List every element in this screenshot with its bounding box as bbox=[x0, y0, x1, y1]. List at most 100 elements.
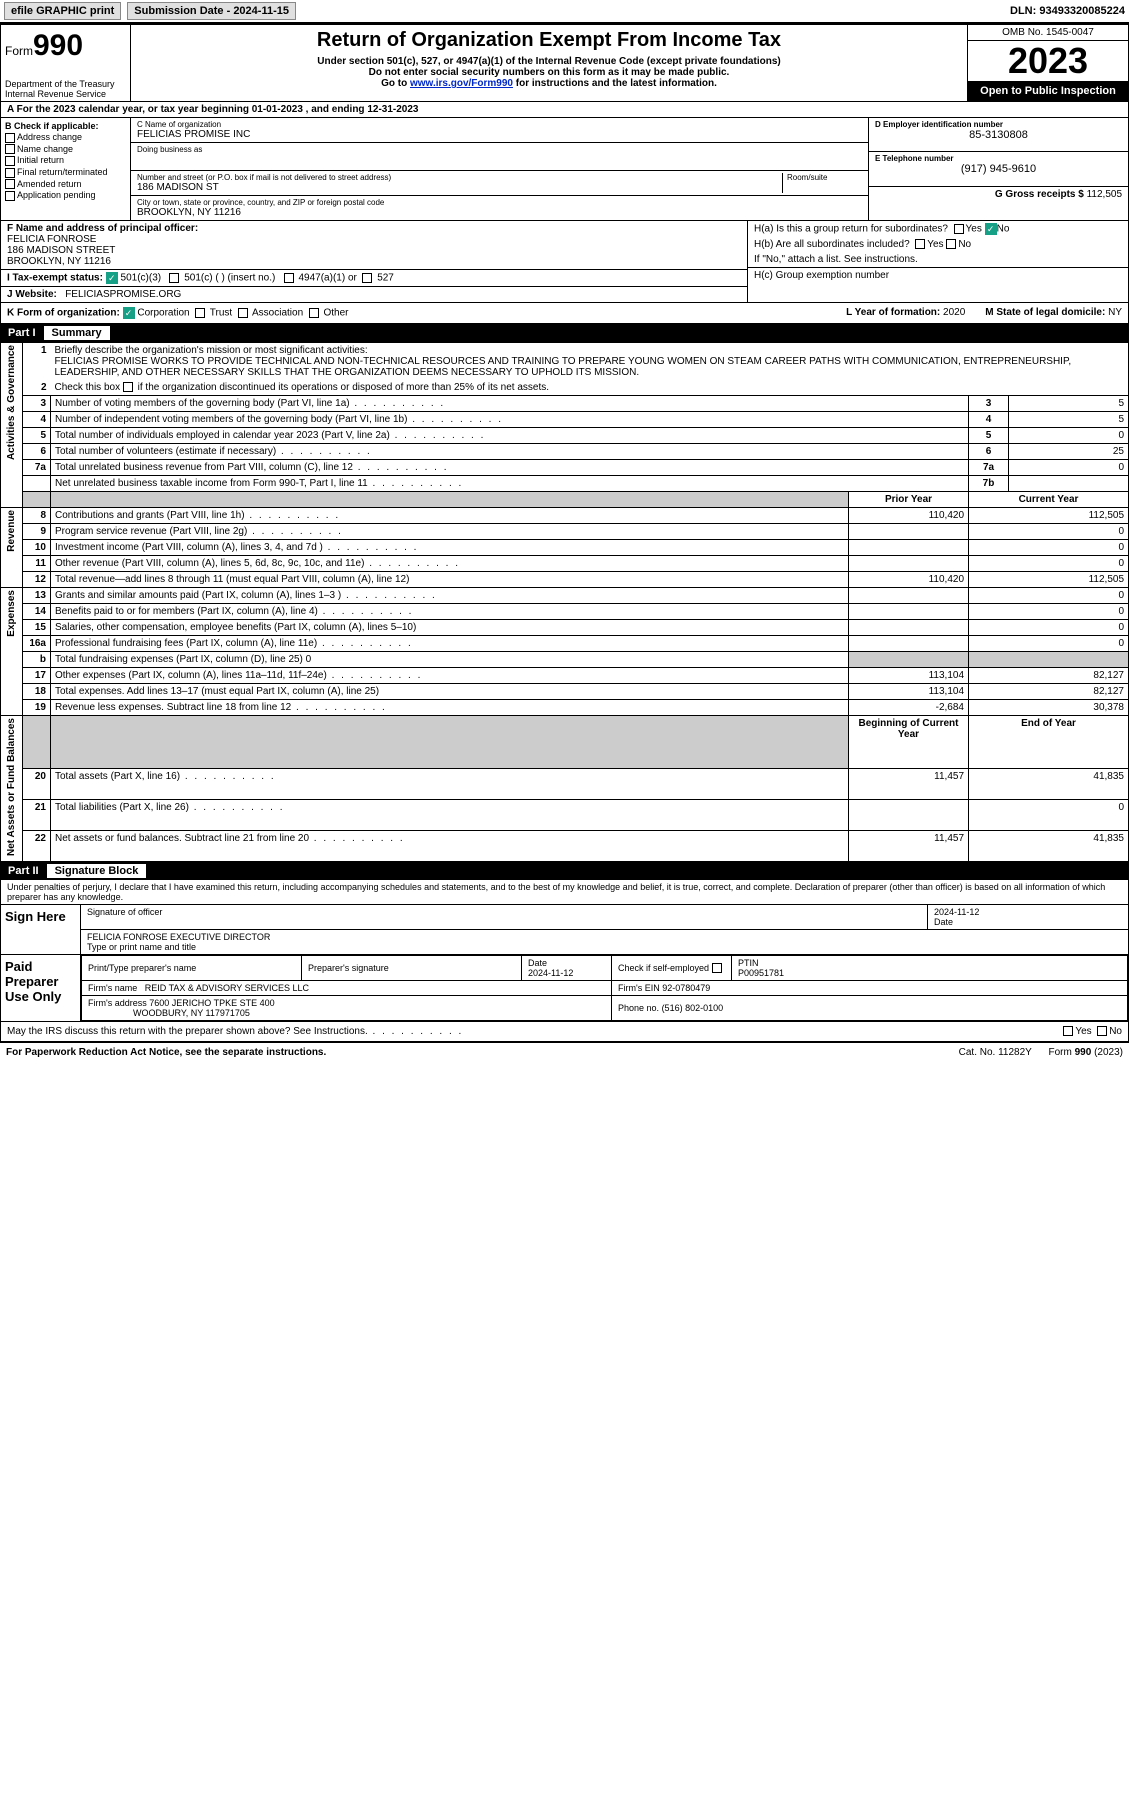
submission-date: Submission Date - 2024-11-15 bbox=[127, 2, 296, 20]
footer-left: For Paperwork Reduction Act Notice, see … bbox=[6, 1047, 326, 1058]
chk-trust[interactable] bbox=[195, 308, 205, 318]
ein: 85-3130808 bbox=[875, 129, 1122, 141]
row-k-l-m: K Form of organization: ✓ Corporation Tr… bbox=[0, 303, 1129, 324]
irs-link[interactable]: www.irs.gov/Form990 bbox=[410, 78, 513, 89]
city-state-zip: BROOKLYN, NY 11216 bbox=[137, 207, 862, 218]
open-inspection: Open to Public Inspection bbox=[968, 81, 1128, 101]
chk-assoc[interactable] bbox=[238, 308, 248, 318]
officer-name-title: FELICIA FONROSE EXECUTIVE DIRECTOR bbox=[87, 932, 1122, 942]
col-c: C Name of organization FELICIAS PROMISE … bbox=[131, 118, 868, 220]
sign-here-label: Sign Here bbox=[1, 905, 81, 954]
dln: DLN: 93493320085224 bbox=[1010, 5, 1125, 17]
chk-hb-yes[interactable] bbox=[915, 239, 925, 249]
dept-treasury: Department of the Treasury Internal Reve… bbox=[5, 79, 126, 99]
side-net-assets: Net Assets or Fund Balances bbox=[1, 716, 23, 862]
footer: For Paperwork Reduction Act Notice, see … bbox=[0, 1042, 1129, 1062]
officer-city: BROOKLYN, NY 11216 bbox=[7, 256, 111, 267]
val-6: 25 bbox=[1009, 444, 1129, 460]
paid-preparer-label: Paid Preparer Use Only bbox=[1, 955, 81, 1021]
tax-year: 2023 bbox=[968, 41, 1128, 81]
website: FELICIASPROMISE.ORG bbox=[65, 289, 181, 300]
i-label: I Tax-exempt status: bbox=[7, 273, 103, 284]
prep-name-label: Print/Type preparer's name bbox=[82, 956, 302, 981]
org-name: FELICIAS PROMISE INC bbox=[137, 129, 862, 140]
val-3: 5 bbox=[1009, 396, 1129, 412]
topbar: efile GRAPHIC print Submission Date - 20… bbox=[0, 0, 1129, 24]
state-domicile: NY bbox=[1108, 307, 1122, 318]
chk-name-change[interactable] bbox=[5, 144, 15, 154]
header: Form990 Department of the Treasury Inter… bbox=[0, 24, 1129, 102]
header-form-id: Form990 Department of the Treasury Inter… bbox=[1, 25, 131, 101]
subtitle-1: Under section 501(c), 527, or 4947(a)(1)… bbox=[137, 56, 961, 67]
line2: Check this box if the organization disco… bbox=[55, 382, 550, 393]
j-label: J Website: bbox=[7, 289, 57, 300]
hb-label: H(b) Are all subordinates included? bbox=[754, 239, 910, 250]
form-title: Return of Organization Exempt From Incom… bbox=[137, 29, 961, 52]
chk-discontinued[interactable] bbox=[123, 382, 133, 392]
chk-other[interactable] bbox=[309, 308, 319, 318]
b-label: B Check if applicable: bbox=[5, 121, 126, 131]
hdr-begin: Beginning of Current Year bbox=[849, 716, 969, 769]
e-label: E Telephone number bbox=[875, 154, 1122, 163]
chk-ha-no: ✓ bbox=[985, 223, 997, 235]
firm-name: REID TAX & ADVISORY SERVICES LLC bbox=[145, 983, 309, 993]
part1-header: Part I Summary bbox=[0, 324, 1129, 342]
prep-date: 2024-11-12 bbox=[528, 968, 573, 978]
chk-discuss-no[interactable] bbox=[1097, 1026, 1107, 1036]
footer-cat: Cat. No. 11282Y bbox=[959, 1047, 1032, 1058]
efile-print-button[interactable]: efile GRAPHIC print bbox=[4, 2, 121, 20]
subtitle-3-pre: Go to bbox=[381, 78, 410, 89]
signature-block: Under penalties of perjury, I declare th… bbox=[0, 880, 1129, 1042]
chk-corp: ✓ bbox=[123, 307, 135, 319]
val-7a: 0 bbox=[1009, 460, 1129, 476]
type-print-label: Type or print name and title bbox=[87, 942, 1122, 952]
prep-sig-label: Preparer's signature bbox=[302, 956, 522, 981]
discuss-question: May the IRS discuss this return with the… bbox=[7, 1026, 463, 1037]
section-f-h-i-j: F Name and address of principal officer:… bbox=[0, 221, 1129, 303]
chk-ha-yes[interactable] bbox=[954, 224, 964, 234]
ha-label: H(a) Is this a group return for subordin… bbox=[754, 224, 948, 235]
street-address: 186 MADISON ST bbox=[137, 182, 782, 193]
chk-self-employed[interactable] bbox=[712, 963, 722, 973]
chk-app-pending[interactable] bbox=[5, 191, 15, 201]
chk-initial-return[interactable] bbox=[5, 156, 15, 166]
chk-4947[interactable] bbox=[284, 273, 294, 283]
k-label: K Form of organization: bbox=[7, 308, 120, 319]
part1-title: Summary bbox=[44, 326, 110, 340]
chk-discuss-yes[interactable] bbox=[1063, 1026, 1073, 1036]
telephone: (917) 945-9610 bbox=[875, 163, 1122, 175]
f-label: F Name and address of principal officer: bbox=[7, 223, 198, 234]
summary-table: Activities & Governance 1 Briefly descri… bbox=[0, 342, 1129, 862]
sig-officer-label: Signature of officer bbox=[87, 907, 921, 917]
val-7b bbox=[1009, 476, 1129, 492]
ptin: P00951781 bbox=[738, 968, 784, 978]
hdr-end: End of Year bbox=[969, 716, 1129, 769]
preparer-table: Print/Type preparer's name Preparer's si… bbox=[81, 955, 1128, 1021]
mission-text: FELICIAS PROMISE WORKS TO PROVIDE TECHNI… bbox=[55, 356, 1125, 378]
line-a-tax-year: A For the 2023 calendar year, or tax yea… bbox=[0, 102, 1129, 118]
m-label: M State of legal domicile: bbox=[985, 307, 1105, 318]
hb-note: If "No," attach a list. See instructions… bbox=[748, 252, 1128, 268]
l-label: L Year of formation: bbox=[846, 307, 940, 318]
side-revenue: Revenue bbox=[1, 508, 23, 588]
chk-527[interactable] bbox=[362, 273, 372, 283]
g-label: G Gross receipts $ bbox=[995, 189, 1084, 200]
part2-header: Part II Signature Block bbox=[0, 862, 1129, 880]
addr-label: Number and street (or P.O. box if mail i… bbox=[137, 173, 782, 182]
sig-date-label: Date bbox=[934, 917, 1122, 927]
chk-hb-no[interactable] bbox=[946, 239, 956, 249]
form-number: 990 bbox=[33, 29, 83, 62]
c-name-label: C Name of organization bbox=[137, 120, 862, 129]
header-title: Return of Organization Exempt From Incom… bbox=[131, 25, 968, 101]
firm-addr2: WOODBURY, NY 117971705 bbox=[133, 1008, 250, 1018]
chk-address-change[interactable] bbox=[5, 133, 15, 143]
part2-label: Part II bbox=[8, 865, 39, 877]
side-governance: Activities & Governance bbox=[1, 343, 23, 508]
chk-final-return[interactable] bbox=[5, 168, 15, 178]
chk-amended[interactable] bbox=[5, 179, 15, 189]
hc-label: H(c) Group exemption number bbox=[748, 268, 1128, 283]
side-expenses: Expenses bbox=[1, 588, 23, 716]
firm-phone: (516) 802-0100 bbox=[662, 1003, 724, 1013]
chk-501c[interactable] bbox=[169, 273, 179, 283]
dba-label: Doing business as bbox=[137, 145, 862, 154]
